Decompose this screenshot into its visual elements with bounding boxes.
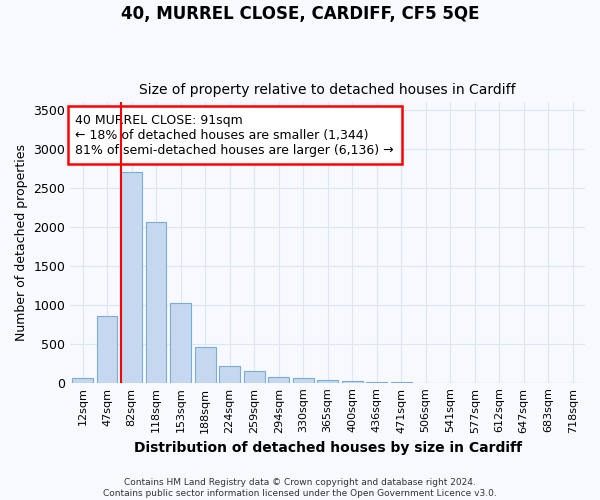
Title: Size of property relative to detached houses in Cardiff: Size of property relative to detached ho…: [139, 83, 516, 97]
Text: 40 MURREL CLOSE: 91sqm
← 18% of detached houses are smaller (1,344)
81% of semi-: 40 MURREL CLOSE: 91sqm ← 18% of detached…: [76, 114, 394, 156]
Bar: [268, 377, 289, 382]
Bar: [72, 378, 93, 382]
Bar: [97, 316, 118, 382]
Bar: [342, 381, 362, 382]
X-axis label: Distribution of detached houses by size in Cardiff: Distribution of detached houses by size …: [134, 441, 521, 455]
Text: 40, MURREL CLOSE, CARDIFF, CF5 5QE: 40, MURREL CLOSE, CARDIFF, CF5 5QE: [121, 5, 479, 23]
Bar: [170, 303, 191, 382]
Bar: [194, 347, 215, 382]
Bar: [219, 366, 240, 382]
Bar: [317, 380, 338, 382]
Bar: [121, 172, 142, 382]
Text: Contains HM Land Registry data © Crown copyright and database right 2024.
Contai: Contains HM Land Registry data © Crown c…: [103, 478, 497, 498]
Bar: [146, 222, 166, 382]
Bar: [293, 378, 314, 382]
Bar: [244, 371, 265, 382]
Y-axis label: Number of detached properties: Number of detached properties: [15, 144, 28, 341]
